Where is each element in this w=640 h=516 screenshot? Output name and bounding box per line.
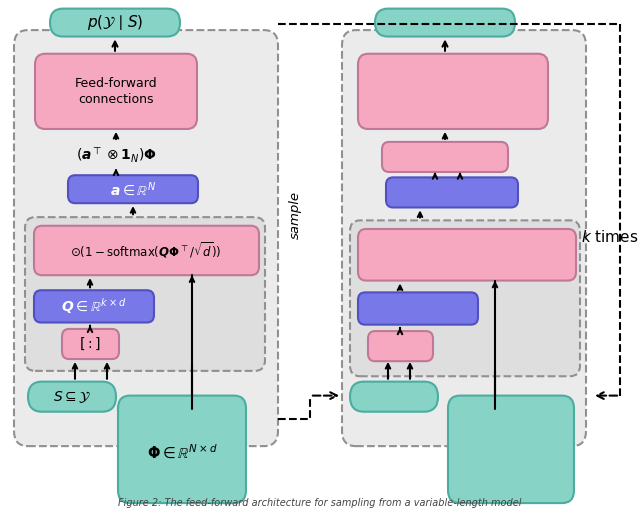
FancyBboxPatch shape	[28, 382, 116, 412]
FancyBboxPatch shape	[342, 30, 586, 446]
FancyBboxPatch shape	[358, 293, 478, 325]
Text: Figure 2: The feed-forward architecture for sampling from a variable-length mode: Figure 2: The feed-forward architecture …	[118, 498, 522, 508]
FancyBboxPatch shape	[62, 329, 119, 359]
Text: connections: connections	[78, 93, 154, 106]
FancyBboxPatch shape	[50, 9, 180, 37]
Text: $\boldsymbol{a} \in \mathbb{R}^N$: $\boldsymbol{a} \in \mathbb{R}^N$	[110, 180, 156, 198]
Text: $(\boldsymbol{a}^\top \otimes \mathbf{1}_N)\boldsymbol{\Phi}$: $(\boldsymbol{a}^\top \otimes \mathbf{1}…	[76, 146, 156, 164]
Text: $[:]$: $[:]$	[79, 336, 101, 352]
FancyBboxPatch shape	[68, 175, 198, 203]
FancyBboxPatch shape	[35, 54, 197, 129]
FancyBboxPatch shape	[448, 396, 574, 503]
FancyBboxPatch shape	[34, 226, 259, 275]
FancyBboxPatch shape	[375, 9, 515, 37]
FancyBboxPatch shape	[14, 30, 278, 446]
Text: $p(\mathcal{Y} \mid S)$: $p(\mathcal{Y} \mid S)$	[87, 13, 143, 32]
Text: $\boldsymbol{Q} \in \mathbb{R}^{k \times d}$: $\boldsymbol{Q} \in \mathbb{R}^{k \times…	[61, 296, 127, 316]
Text: $k$ times: $k$ times	[581, 229, 639, 245]
FancyBboxPatch shape	[386, 178, 518, 207]
FancyBboxPatch shape	[358, 229, 576, 281]
FancyBboxPatch shape	[118, 396, 246, 503]
Text: Feed-forward: Feed-forward	[75, 77, 157, 90]
FancyBboxPatch shape	[382, 142, 508, 172]
FancyBboxPatch shape	[350, 382, 438, 412]
FancyBboxPatch shape	[350, 220, 580, 376]
Text: $\boldsymbol{\Phi} \in \mathbb{R}^{N \times d}$: $\boldsymbol{\Phi} \in \mathbb{R}^{N \ti…	[147, 443, 218, 460]
Text: sample: sample	[289, 191, 301, 239]
Text: $\odot(1-\mathrm{softmax}(\boldsymbol{Q}\boldsymbol{\Phi}^\top/\sqrt{d}))$: $\odot(1-\mathrm{softmax}(\boldsymbol{Q}…	[70, 240, 221, 261]
FancyBboxPatch shape	[25, 217, 265, 371]
FancyBboxPatch shape	[34, 290, 154, 322]
FancyBboxPatch shape	[368, 331, 433, 361]
FancyBboxPatch shape	[358, 54, 548, 129]
Text: $S \subseteq \mathcal{Y}$: $S \subseteq \mathcal{Y}$	[52, 389, 92, 405]
